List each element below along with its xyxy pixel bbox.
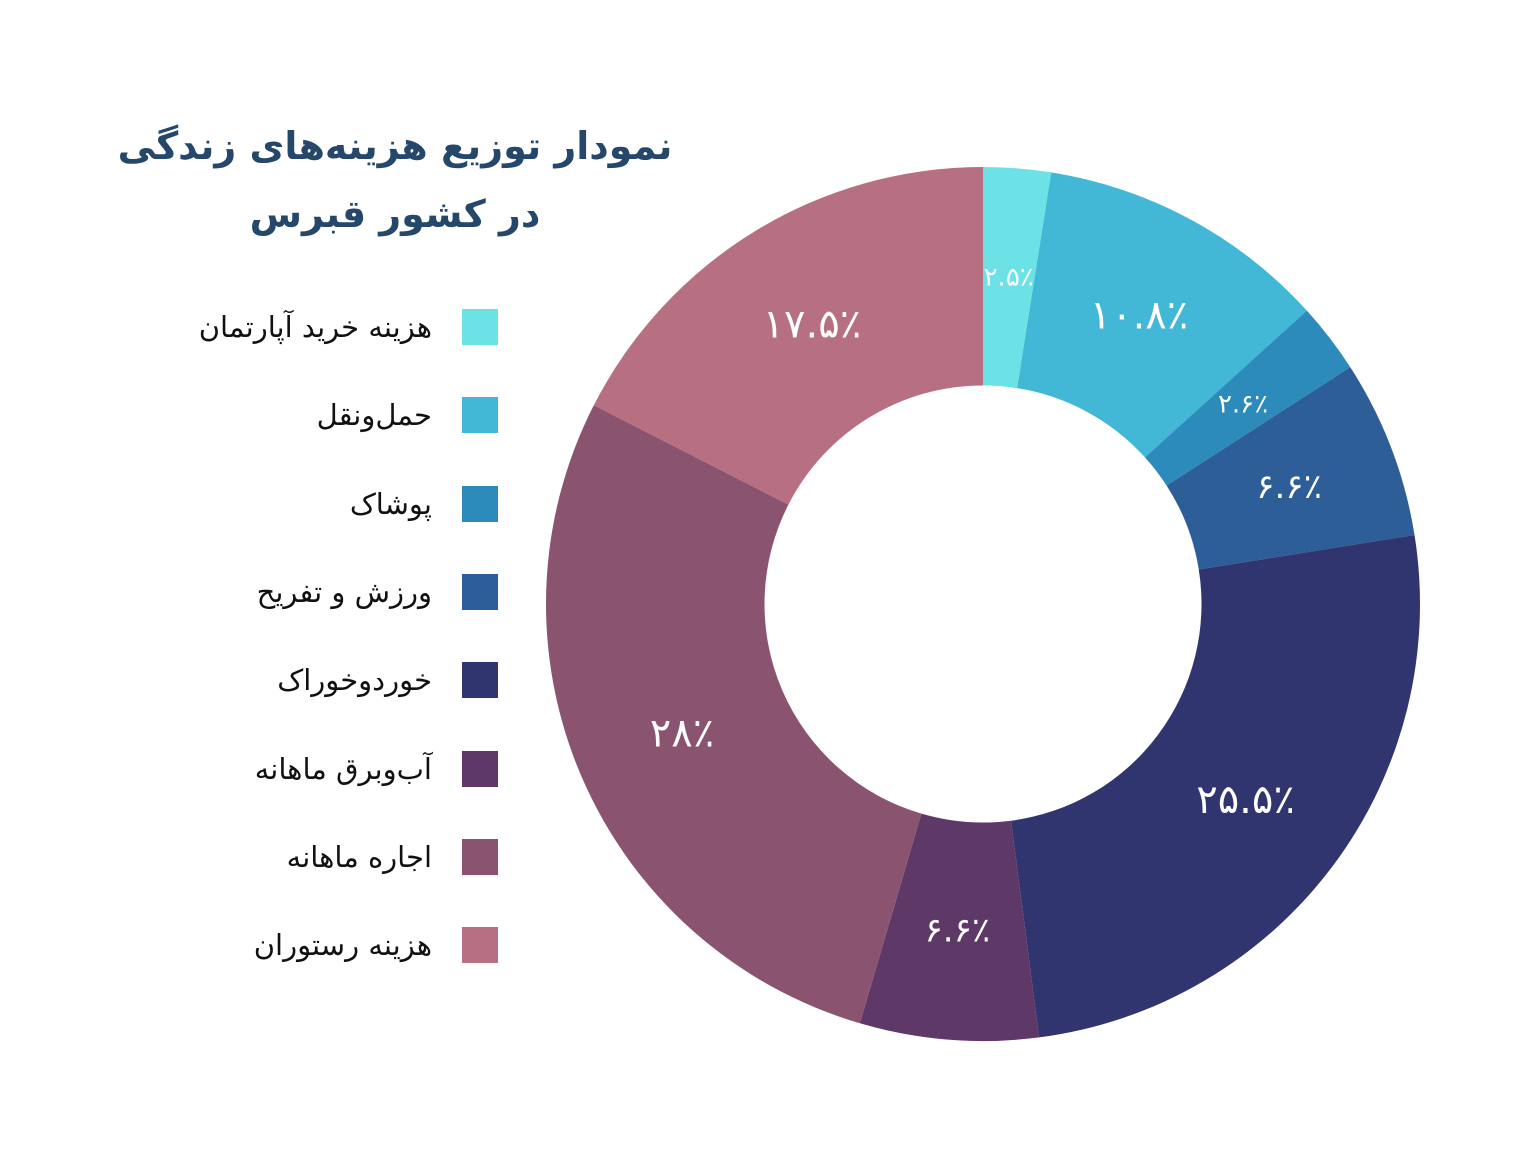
legend-label: هزینه خرید آپارتمان bbox=[198, 310, 432, 344]
slice-value-label: ۲۸٪ bbox=[650, 711, 714, 757]
donut-slice bbox=[1144, 310, 1351, 486]
slice-value-label: ۲.۶٪ bbox=[1218, 390, 1268, 420]
slice-value-label: ۶.۶٪ bbox=[925, 911, 991, 951]
chart-title-line-1: نمودار توزیع هزینه‌های زندگی bbox=[117, 124, 673, 168]
slice-value-label: ۱۷.۵٪ bbox=[763, 301, 862, 347]
legend-label: خوردوخوراک bbox=[277, 663, 432, 698]
slice-value-label: ۶.۶٪ bbox=[1256, 467, 1322, 507]
legend-swatch bbox=[462, 397, 498, 434]
donut-slice bbox=[593, 167, 983, 505]
legend-label: ورزش و تفریح bbox=[256, 574, 432, 609]
chart-title-line-2: در کشور قبرس bbox=[249, 192, 541, 236]
donut-slice bbox=[983, 167, 1052, 389]
legend-label: اجاره ماهانه bbox=[286, 839, 432, 874]
legend-swatch bbox=[462, 309, 498, 345]
legend-item: حمل‌ونقل bbox=[120, 395, 498, 435]
legend-item: هزینه رستوران bbox=[120, 925, 498, 965]
donut-slice bbox=[545, 405, 922, 1024]
legend-item: هزینه خرید آپارتمان bbox=[120, 307, 498, 347]
legend-item: ورزش و تفریح bbox=[120, 572, 498, 612]
donut-slice bbox=[859, 813, 1040, 1041]
legend-swatch bbox=[462, 750, 498, 787]
legend-swatch bbox=[462, 485, 498, 522]
slice-value-label: ۲.۵٪ bbox=[984, 262, 1034, 292]
legend-label: پوشاک bbox=[349, 486, 432, 521]
legend-label: حمل‌ونقل bbox=[316, 398, 432, 433]
legend-item: خوردوخوراک bbox=[120, 660, 498, 700]
legend-item: اجاره ماهانه bbox=[120, 837, 498, 877]
legend-label: هزینه رستوران bbox=[253, 928, 432, 963]
legend-swatch bbox=[462, 662, 498, 699]
donut-slice bbox=[1011, 535, 1420, 1038]
chart-title: نمودار توزیع هزینه‌های زندگی در کشور قبر… bbox=[95, 112, 695, 248]
donut-slice bbox=[1166, 367, 1415, 570]
donut-slice bbox=[1017, 172, 1307, 458]
slice-value-label: ۱۰.۸٪ bbox=[1090, 293, 1189, 339]
legend-swatch bbox=[462, 927, 498, 964]
legend-label: آب‌وبرق ماهانه bbox=[254, 751, 432, 786]
legend-item: آب‌وبرق ماهانه bbox=[120, 749, 498, 789]
legend-item: پوشاک bbox=[120, 484, 498, 524]
legend-swatch bbox=[462, 573, 498, 610]
legend-swatch bbox=[462, 838, 498, 875]
slice-value-label: ۲۵.۵٪ bbox=[1196, 777, 1295, 823]
